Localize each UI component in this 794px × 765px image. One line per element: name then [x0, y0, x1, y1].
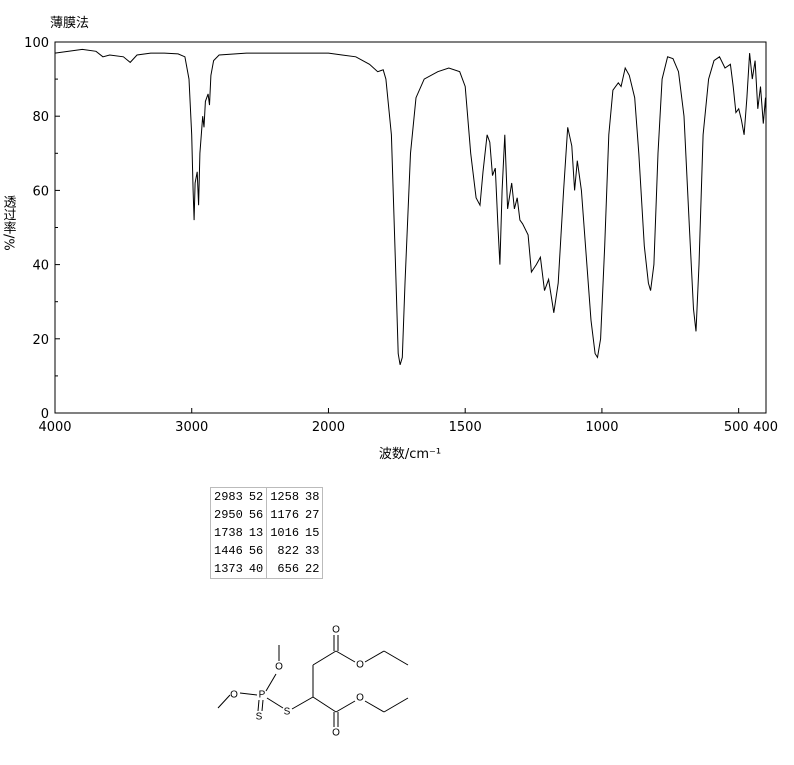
plot-frame [54, 41, 767, 414]
table-cell: 1016 [266, 524, 303, 542]
x-tick-label: 400 [753, 420, 778, 435]
table-cell: 2983 [214, 490, 243, 504]
table-cell: 15 [305, 526, 320, 540]
table-cell: 2950 [214, 508, 243, 522]
atom-label: O [332, 625, 340, 636]
x-tick-label: 2000 [312, 420, 345, 435]
chart-title: 薄膜法 [50, 16, 89, 31]
table-cell: 1176 [266, 506, 303, 524]
table-cell: 1446 [214, 544, 243, 558]
table-cell: 52 [248, 490, 264, 504]
y-tick-label: 0 [41, 407, 49, 422]
table-cell: 56 [248, 508, 264, 522]
table-cell: 1373 [214, 562, 243, 576]
table-row: 2950 56 1176 27 [211, 506, 323, 524]
atom-label: O [356, 693, 364, 704]
atom-label: O [356, 660, 364, 671]
atom-label: S [284, 707, 291, 718]
atom-label: P [259, 690, 266, 701]
table-cell: 40 [248, 562, 264, 576]
peak-table: 2983 52 1258 38 2950 56 1176 27 1738 13 1016 15 1446… [210, 487, 324, 579]
atom-label: O [230, 690, 238, 701]
x-tick-label: 1500 [449, 420, 482, 435]
table-row: 1373 40 656 22 [211, 560, 323, 579]
table-cell: 656 [266, 560, 303, 579]
x-tick-label: 500 [724, 420, 749, 435]
table-cell: 822 [266, 542, 303, 560]
table-cell: 1258 [266, 487, 303, 506]
x-tick-label: 4000 [38, 420, 71, 435]
y-tick-label: 20 [32, 333, 49, 348]
bonds [217, 635, 409, 727]
x-tick-label: 1000 [585, 420, 618, 435]
table-cell: 38 [305, 490, 320, 504]
table-row: 1446 56 822 33 [211, 542, 323, 560]
atom-label: O [275, 662, 283, 673]
y-axis-label: 透过率/% [1, 195, 17, 251]
chart: 薄膜法 波数/cm⁻¹ 透过率/% 0 20 40 60 80 100 4000 3000 20… [1, 16, 779, 462]
table-cell: 56 [248, 544, 264, 558]
y-tick-label: 100 [24, 36, 49, 51]
table-cell: 27 [305, 508, 320, 522]
atom-label: O [332, 728, 340, 739]
x-axis-label: 波数/cm⁻¹ [379, 447, 441, 462]
structure: O O P S S O O O O [217, 625, 409, 739]
table-row: 2983 52 1258 38 [211, 487, 323, 506]
y-tick-label: 80 [32, 110, 49, 125]
table-cell: 1738 [214, 526, 243, 540]
atom-label: S [256, 712, 263, 723]
y-tick-label: 60 [32, 184, 49, 199]
x-tick-label: 3000 [175, 420, 208, 435]
table-cell: 13 [248, 526, 264, 540]
spectrum-line [54, 48, 767, 365]
y-tick-label: 40 [32, 259, 49, 274]
table-cell: 33 [305, 544, 320, 558]
table-cell: 22 [305, 562, 320, 576]
table-row: 1738 13 1016 15 [211, 524, 323, 542]
